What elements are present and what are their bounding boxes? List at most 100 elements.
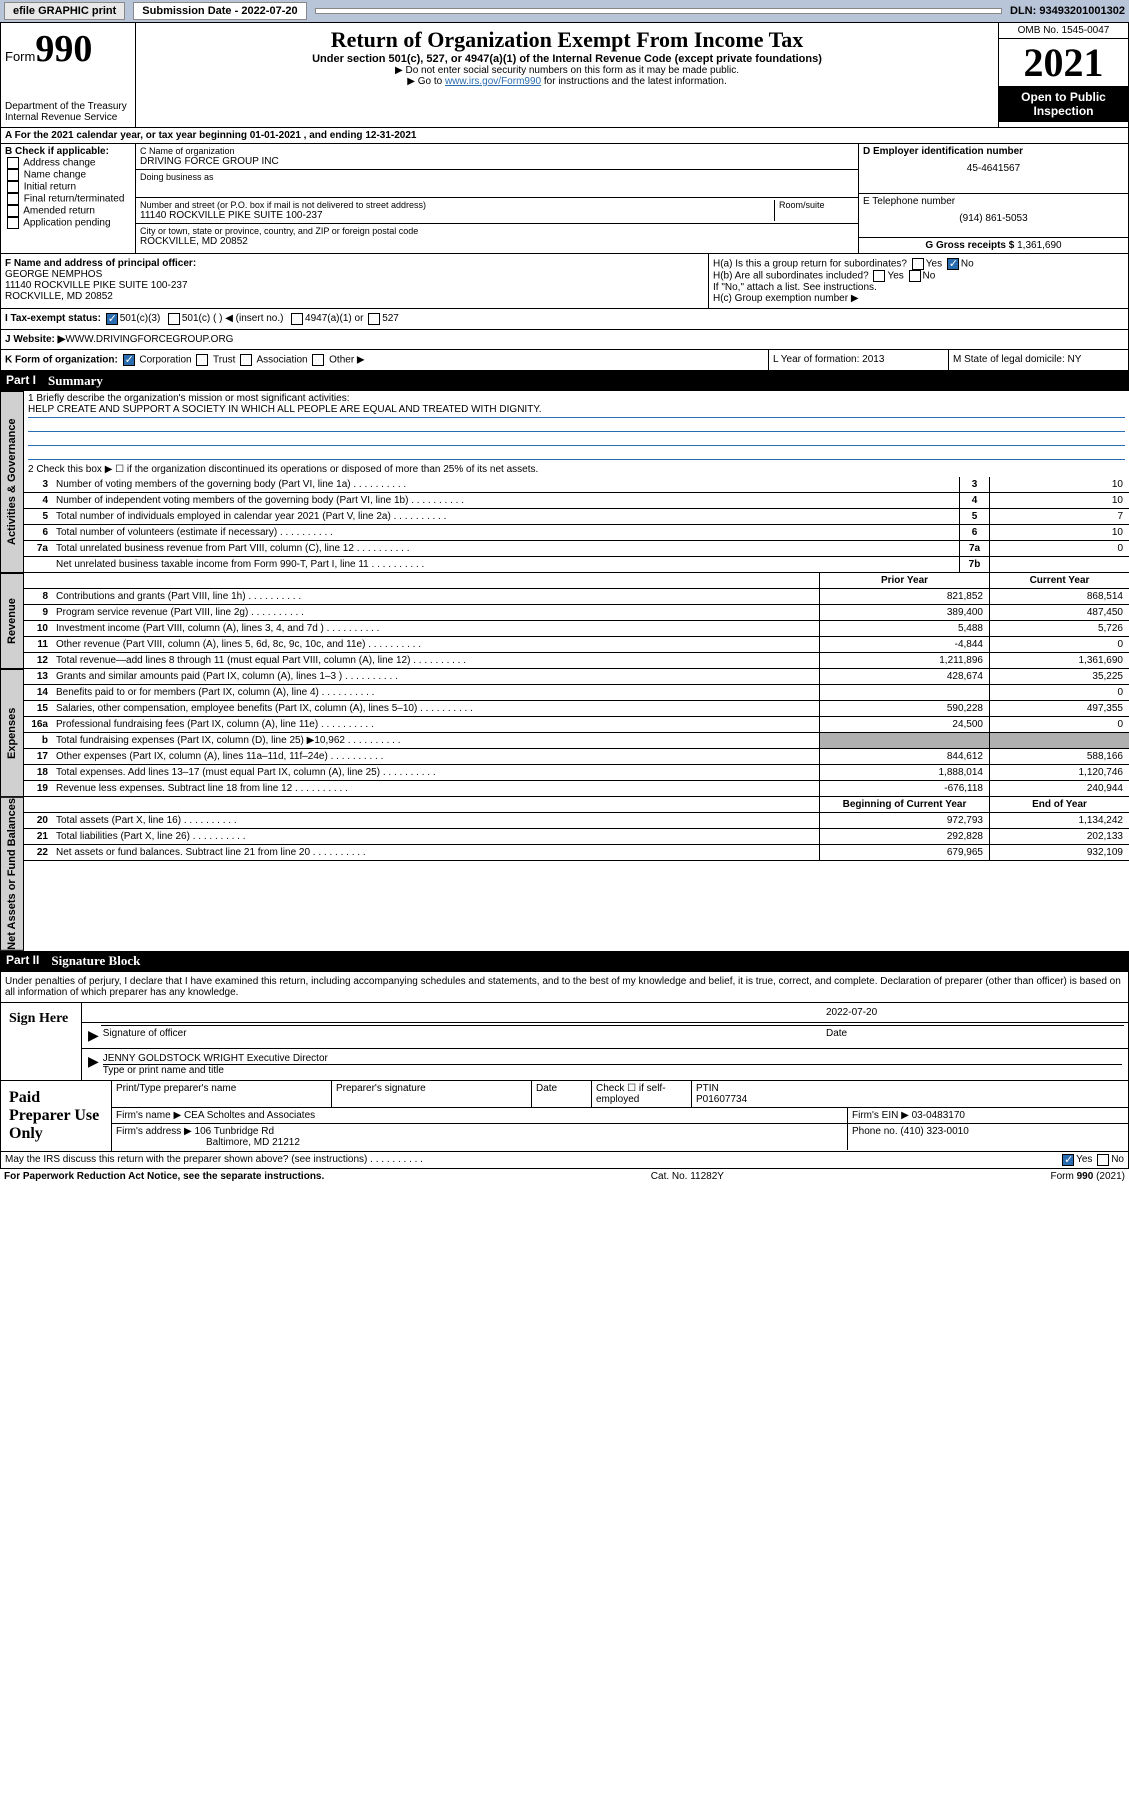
net-section: Net Assets or Fund Balances Beginning of… (0, 797, 1129, 951)
open-inspection: Open to Public Inspection (999, 86, 1128, 122)
summary-row: 21Total liabilities (Part X, line 26)292… (24, 829, 1129, 845)
city-label: City or town, state or province, country… (140, 226, 854, 236)
b-opt[interactable]: Address change (5, 157, 131, 169)
j-label: J Website: ▶ (5, 334, 65, 345)
summary-row: 3Number of voting members of the governi… (24, 477, 1129, 493)
part2-num: Part II (6, 953, 51, 969)
prep-phone-label: Phone no. (852, 1126, 898, 1137)
summary-row: 4Number of independent voting members of… (24, 493, 1129, 509)
footer: For Paperwork Reduction Act Notice, see … (0, 1169, 1129, 1184)
form-title: Return of Organization Exempt From Incom… (140, 27, 994, 53)
part1-title: Summary (48, 373, 103, 389)
row-l: L Year of formation: 2013 (768, 350, 948, 370)
street-label: Number and street (or P.O. box if mail i… (140, 200, 774, 210)
i-4947[interactable] (291, 313, 303, 325)
ein: 45-4641567 (863, 163, 1124, 174)
dln: DLN: 93493201001302 (1010, 5, 1125, 17)
i-501c3[interactable] (106, 313, 118, 325)
hc: H(c) Group exemption number ▶ (713, 293, 1124, 304)
prep-sig-h: Preparer's signature (332, 1081, 532, 1107)
col-f: F Name and address of principal officer:… (1, 254, 708, 308)
sig-label: Signature of officer (103, 1028, 187, 1039)
exp-section: Expenses 13Grants and similar amounts pa… (0, 669, 1129, 797)
row-i: I Tax-exempt status: 501(c)(3) 501(c) ( … (0, 309, 1129, 330)
form-number: 990 (35, 28, 92, 70)
exp-tab: Expenses (0, 669, 24, 797)
discuss-yes[interactable] (1062, 1154, 1074, 1166)
firm-addr2: Baltimore, MD 21212 (206, 1137, 300, 1148)
k-trust[interactable] (196, 354, 208, 366)
phone: (914) 861-5053 (863, 213, 1124, 224)
officer-addr1: 11140 ROCKVILLE PIKE SUITE 100-237 (5, 280, 704, 291)
hb-yes[interactable] (873, 270, 885, 282)
hb-no[interactable] (909, 270, 921, 282)
note2: ▶ Go to www.irs.gov/Form990 for instruct… (140, 76, 994, 87)
gross: 1,361,690 (1017, 240, 1062, 251)
c-name-label: C Name of organization (140, 146, 854, 156)
ptin-h: PTIN (696, 1083, 719, 1094)
summary-row: 19Revenue less expenses. Subtract line 1… (24, 781, 1129, 797)
summary-row: 5Total number of individuals employed in… (24, 509, 1129, 525)
b-opt[interactable]: Initial return (5, 181, 131, 193)
hb: H(b) Are all subordinates included? (713, 271, 869, 282)
col-b: B Check if applicable: Address change Na… (1, 144, 136, 253)
dept: Department of the Treasury Internal Reve… (5, 101, 131, 123)
net-tab: Net Assets or Fund Balances (0, 797, 24, 951)
row-k: K Form of organization: Corporation Trus… (0, 350, 1129, 371)
b-opt[interactable]: Application pending (5, 217, 131, 229)
k-assoc[interactable] (240, 354, 252, 366)
summary-row: 11Other revenue (Part VIII, column (A), … (24, 637, 1129, 653)
summary-row: 16aProfessional fundraising fees (Part I… (24, 717, 1129, 733)
prep-date-h: Date (532, 1081, 592, 1107)
summary-row: bTotal fundraising expenses (Part IX, co… (24, 733, 1129, 749)
ha-no[interactable] (947, 258, 959, 270)
phone-label: E Telephone number (863, 196, 955, 207)
name-label: Type or print name and title (103, 1064, 1122, 1076)
summary-row: 17Other expenses (Part IX, column (A), l… (24, 749, 1129, 765)
summary-row: 7aTotal unrelated business revenue from … (24, 541, 1129, 557)
efile-btn[interactable]: efile GRAPHIC print (4, 2, 125, 20)
discuss-no[interactable] (1097, 1154, 1109, 1166)
i-527[interactable] (368, 313, 380, 325)
part1-num: Part I (6, 373, 48, 389)
mission: 1 Briefly describe the organization's mi… (24, 391, 1129, 462)
hdr-end: End of Year (989, 797, 1129, 812)
rev-tab: Revenue (0, 573, 24, 669)
summary-row: 9Program service revenue (Part VIII, lin… (24, 605, 1129, 621)
prep-name-h: Print/Type preparer's name (112, 1081, 332, 1107)
spacer (315, 8, 1002, 14)
ha: H(a) Is this a group return for subordin… (713, 259, 907, 270)
note1: ▶ Do not enter social security numbers o… (140, 65, 994, 76)
irs-link[interactable]: www.irs.gov/Form990 (445, 76, 541, 87)
addr-label: Firm's address ▶ (116, 1126, 192, 1137)
ha-yes[interactable] (912, 258, 924, 270)
k-other[interactable] (312, 354, 324, 366)
b-opt[interactable]: Final return/terminated (5, 193, 131, 205)
b-opt[interactable]: Amended return (5, 205, 131, 217)
summary-row: 8Contributions and grants (Part VIII, li… (24, 589, 1129, 605)
discuss-q: May the IRS discuss this return with the… (5, 1154, 1060, 1166)
summary-row: 12Total revenue—add lines 8 through 11 (… (24, 653, 1129, 669)
i-501c[interactable] (168, 313, 180, 325)
b-label: B Check if applicable: (5, 146, 109, 157)
firm-ein: 03-0483170 (912, 1110, 965, 1121)
org-name: DRIVING FORCE GROUP INC (140, 156, 854, 167)
summary-row: 10Investment income (Part VIII, column (… (24, 621, 1129, 637)
k-corp[interactable] (123, 354, 135, 366)
form-word: Form (5, 49, 35, 64)
i-label: I Tax-exempt status: (5, 313, 101, 325)
section-bcd: B Check if applicable: Address change Na… (0, 144, 1129, 254)
sig-date: 2022-07-20 (824, 1005, 1124, 1020)
summary-row: 14Benefits paid to or for members (Part … (24, 685, 1129, 701)
section-fh: F Name and address of principal officer:… (0, 254, 1129, 309)
row-a: A For the 2021 calendar year, or tax yea… (0, 128, 1129, 144)
footer-l: For Paperwork Reduction Act Notice, see … (4, 1171, 324, 1182)
prep-check: Check ☐ if self-employed (592, 1081, 692, 1107)
ptin: P01607734 (696, 1094, 747, 1105)
footer-m: Cat. No. 11282Y (651, 1171, 724, 1182)
preparer-block: Paid Preparer Use Only Print/Type prepar… (0, 1081, 1129, 1152)
summary-row: 22Net assets or fund balances. Subtract … (24, 845, 1129, 861)
b-opt[interactable]: Name change (5, 169, 131, 181)
prep-label: Paid Preparer Use Only (1, 1081, 111, 1151)
summary-row: Net unrelated business taxable income fr… (24, 557, 1129, 573)
